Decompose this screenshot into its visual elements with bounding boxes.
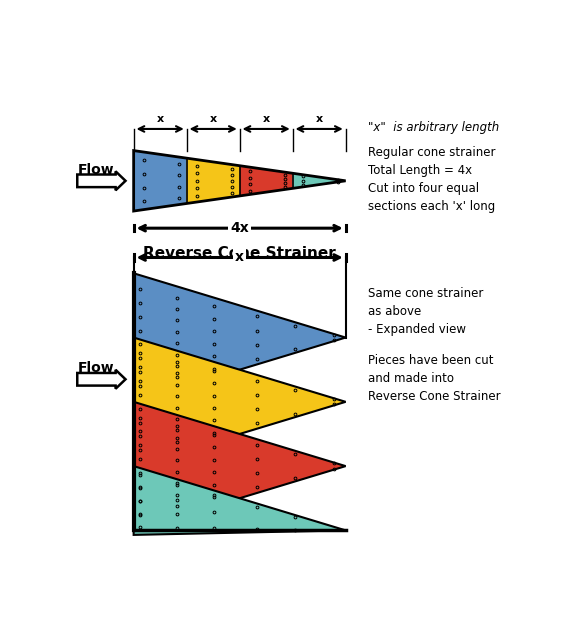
Polygon shape bbox=[187, 158, 240, 203]
Text: x: x bbox=[262, 114, 269, 124]
Text: Regular cone strainer
Total Length = 4x
Cut into four equal
sections each 'x' lo: Regular cone strainer Total Length = 4x … bbox=[368, 146, 496, 213]
Polygon shape bbox=[134, 274, 346, 402]
Text: Flow: Flow bbox=[77, 163, 114, 177]
Text: Same cone strainer
as above
- Expanded view: Same cone strainer as above - Expanded v… bbox=[368, 287, 484, 336]
Text: x: x bbox=[235, 250, 244, 265]
Text: "x"  is arbitrary length: "x" is arbitrary length bbox=[368, 121, 499, 134]
Text: Pieces have been cut
and made into
Reverse Cone Strainer: Pieces have been cut and made into Rever… bbox=[368, 354, 501, 404]
Text: 4x: 4x bbox=[230, 221, 249, 235]
Text: x: x bbox=[210, 114, 217, 124]
Polygon shape bbox=[240, 166, 293, 196]
FancyArrow shape bbox=[77, 370, 126, 389]
Text: Reverse Cone Strainer: Reverse Cone Strainer bbox=[143, 246, 336, 261]
Text: x: x bbox=[315, 114, 322, 124]
Text: Flow: Flow bbox=[77, 361, 114, 375]
Polygon shape bbox=[134, 151, 187, 211]
Polygon shape bbox=[134, 402, 346, 530]
Polygon shape bbox=[293, 173, 346, 188]
FancyArrow shape bbox=[77, 172, 126, 190]
Polygon shape bbox=[134, 337, 346, 466]
Polygon shape bbox=[134, 466, 346, 535]
Text: x: x bbox=[157, 114, 164, 124]
